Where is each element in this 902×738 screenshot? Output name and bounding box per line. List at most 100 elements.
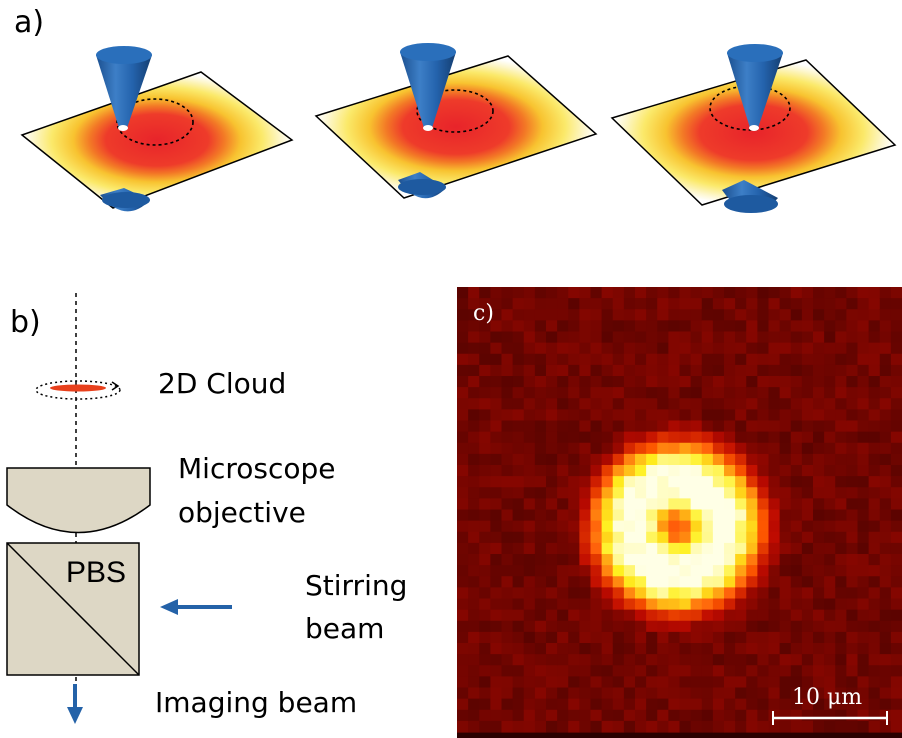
image-pixel xyxy=(635,609,647,622)
image-pixel xyxy=(557,431,569,444)
image-pixel xyxy=(568,309,580,321)
image-pixel xyxy=(479,587,491,600)
image-pixel xyxy=(690,353,703,366)
image-pixel xyxy=(724,431,736,444)
image-pixel xyxy=(612,309,625,321)
image-pixel xyxy=(490,453,503,466)
image-pixel xyxy=(657,465,669,477)
image-pixel xyxy=(724,709,736,722)
image-pixel xyxy=(779,643,792,655)
image-pixel xyxy=(868,509,881,522)
image-pixel xyxy=(801,498,814,511)
image-pixel xyxy=(523,509,536,522)
image-pixel xyxy=(635,331,647,344)
image-pixel xyxy=(657,554,669,566)
image-pixel xyxy=(512,654,525,666)
image-pixel xyxy=(735,409,747,422)
image-pixel xyxy=(490,376,503,388)
image-pixel xyxy=(857,409,870,422)
image-pixel xyxy=(790,309,803,321)
image-pixel xyxy=(701,687,714,700)
image-pixel xyxy=(879,665,892,677)
image-pixel xyxy=(468,698,480,711)
image-pixel xyxy=(568,353,580,366)
image-pixel xyxy=(868,453,881,466)
image-pixel xyxy=(813,631,825,644)
image-pixel xyxy=(534,598,547,611)
image-pixel xyxy=(757,431,770,444)
image-pixel xyxy=(757,287,770,299)
image-pixel xyxy=(623,698,636,711)
image-pixel xyxy=(801,698,814,711)
image-pixel xyxy=(612,654,625,666)
image-pixel xyxy=(835,453,847,466)
image-pixel xyxy=(735,643,747,655)
image-pixel xyxy=(846,709,859,722)
image-pixel xyxy=(646,476,658,488)
image-pixel xyxy=(846,520,859,533)
image-pixel xyxy=(801,509,814,522)
image-pixel xyxy=(724,598,736,611)
image-pixel xyxy=(768,498,781,511)
image-pixel xyxy=(790,353,803,366)
image-pixel xyxy=(890,342,902,355)
image-pixel xyxy=(701,698,714,711)
image-pixel xyxy=(679,676,692,689)
image-pixel xyxy=(890,643,902,655)
image-pixel xyxy=(612,376,625,388)
image-pixel xyxy=(523,654,536,666)
image-pixel xyxy=(757,587,770,600)
image-pixel xyxy=(668,631,681,644)
image-pixel xyxy=(746,331,758,344)
image-pixel xyxy=(523,531,536,544)
image-pixel xyxy=(679,331,692,344)
image-pixel xyxy=(612,687,625,700)
pixel-grid xyxy=(457,287,902,733)
image-pixel xyxy=(712,442,725,455)
image-pixel xyxy=(635,298,647,310)
image-pixel xyxy=(801,687,814,700)
image-pixel xyxy=(879,420,892,433)
image-pixel xyxy=(757,476,770,488)
image-pixel xyxy=(479,287,491,299)
image-pixel xyxy=(668,509,681,522)
image-pixel xyxy=(735,565,747,577)
image-pixel xyxy=(790,298,803,310)
image-pixel xyxy=(490,353,503,366)
image-pixel xyxy=(457,465,469,477)
image-pixel xyxy=(668,587,681,600)
image-pixel xyxy=(457,531,469,544)
image-pixel xyxy=(523,542,536,555)
image-pixel xyxy=(490,287,503,299)
image-pixel xyxy=(668,687,681,700)
image-pixel xyxy=(534,431,547,444)
image-pixel xyxy=(679,531,692,544)
image-pixel xyxy=(701,542,714,555)
image-pixel xyxy=(801,676,814,689)
image-pixel xyxy=(635,498,647,511)
image-pixel xyxy=(757,309,770,321)
image-pixel xyxy=(757,298,770,310)
image-pixel xyxy=(468,509,480,522)
image-pixel xyxy=(746,287,758,299)
image-pixel xyxy=(512,609,525,622)
image-pixel xyxy=(457,487,469,499)
image-pixel xyxy=(690,287,703,299)
image-pixel xyxy=(579,531,592,544)
image-pixel xyxy=(801,387,814,399)
image-pixel xyxy=(735,387,747,399)
image-pixel xyxy=(601,353,614,366)
image-pixel xyxy=(546,342,558,355)
image-pixel xyxy=(557,364,569,377)
image-pixel xyxy=(790,320,803,333)
image-pixel xyxy=(679,709,692,722)
image-pixel xyxy=(512,342,525,355)
image-pixel xyxy=(468,353,480,366)
image-pixel xyxy=(490,598,503,611)
image-pixel xyxy=(490,554,503,566)
image-pixel xyxy=(824,520,836,533)
image-pixel xyxy=(590,442,603,455)
image-pixel xyxy=(534,331,547,344)
image-pixel xyxy=(757,331,770,344)
image-pixel xyxy=(779,398,792,410)
